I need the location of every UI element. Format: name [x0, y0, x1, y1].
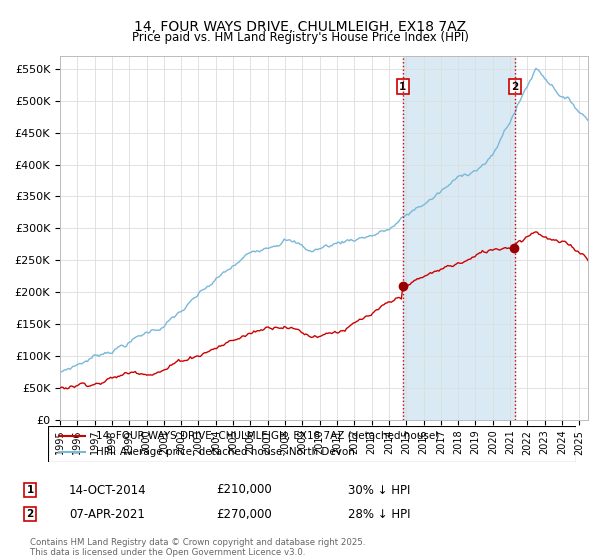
Text: 14-OCT-2014: 14-OCT-2014 — [69, 483, 146, 497]
Text: 30% ↓ HPI: 30% ↓ HPI — [348, 483, 410, 497]
Text: 2: 2 — [511, 82, 518, 92]
Text: 07-APR-2021: 07-APR-2021 — [69, 507, 145, 521]
Text: 14, FOUR WAYS DRIVE, CHULMLEIGH, EX18 7AZ (detached house): 14, FOUR WAYS DRIVE, CHULMLEIGH, EX18 7A… — [95, 431, 439, 441]
Text: 28% ↓ HPI: 28% ↓ HPI — [348, 507, 410, 521]
Text: 2: 2 — [26, 509, 34, 519]
Text: £210,000: £210,000 — [216, 483, 272, 497]
Text: Price paid vs. HM Land Registry's House Price Index (HPI): Price paid vs. HM Land Registry's House … — [131, 31, 469, 44]
Text: 1: 1 — [399, 82, 406, 92]
Text: 1: 1 — [26, 485, 34, 495]
Text: £270,000: £270,000 — [216, 507, 272, 521]
Text: HPI: Average price, detached house, North Devon: HPI: Average price, detached house, Nort… — [95, 447, 355, 457]
Text: 14, FOUR WAYS DRIVE, CHULMLEIGH, EX18 7AZ: 14, FOUR WAYS DRIVE, CHULMLEIGH, EX18 7A… — [134, 20, 466, 34]
Bar — [403, 56, 515, 420]
Text: Contains HM Land Registry data © Crown copyright and database right 2025.
This d: Contains HM Land Registry data © Crown c… — [30, 538, 365, 557]
